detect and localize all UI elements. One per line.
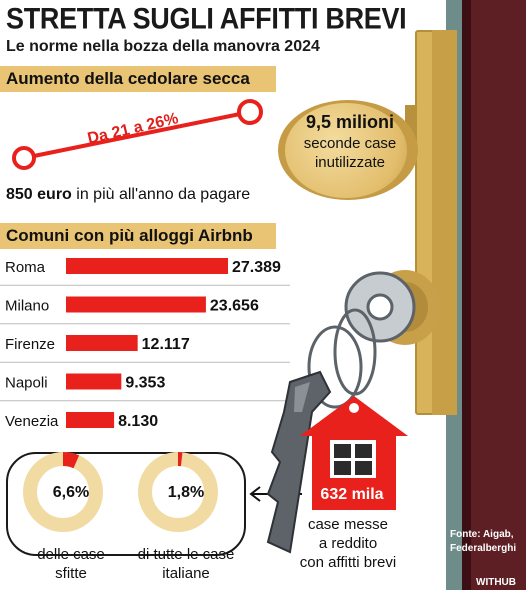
- donut-segment: [23, 452, 103, 532]
- empty-homes-label-line2: sfitte: [55, 565, 87, 582]
- vacancy-donuts: [23, 452, 218, 532]
- source-line2: Federalberghi: [450, 543, 517, 554]
- category-label: Firenze: [5, 336, 55, 353]
- bar: [66, 258, 228, 274]
- door-panel: [470, 0, 526, 590]
- extra-cost-line: 850 euro in più all'anno da pagare: [6, 186, 250, 204]
- airbnb-cities-chart: Roma 27.389 Milano 23.656 Firenze 12.117 Napol…: [0, 258, 290, 430]
- all-homes-share-label: di tutte le case italiane: [131, 545, 241, 583]
- bar: [66, 296, 206, 313]
- key-ring-icon: [307, 308, 377, 409]
- key-icon: [266, 370, 332, 554]
- bar: [66, 373, 122, 390]
- all-homes-label-line1: di tutte le case: [137, 546, 235, 563]
- rate-start-marker: [12, 146, 36, 170]
- category-label: Roma: [5, 259, 46, 276]
- value-label: 12.117: [142, 336, 190, 353]
- all-homes-label-line2: italiane: [162, 565, 210, 582]
- bar: [66, 335, 138, 351]
- short-rentals-label-line1: case messe: [307, 516, 389, 533]
- source-note: Fonte: Aigab, Federalberghi: [450, 528, 526, 556]
- lock-plate-shade: [432, 30, 457, 415]
- door-knob: [285, 103, 407, 198]
- all-homes-share-value: 1,8%: [167, 484, 205, 501]
- source-line1: Fonte: Aigab,: [450, 529, 514, 540]
- extra-cost-amount: 850 euro: [6, 186, 72, 203]
- vacancy-stats-box: [6, 452, 246, 556]
- empty-homes-label-line1: delle case: [37, 546, 105, 563]
- key-bow-icon: [344, 271, 416, 343]
- rate-increase-line: [28, 111, 246, 159]
- rate-increase-graphic: [12, 99, 263, 170]
- page-subtitle: Le norme nella bozza della manovra 2024: [6, 38, 320, 55]
- door-edge: [462, 0, 471, 590]
- empty-homes-share-label: delle case sfitte: [16, 545, 126, 583]
- rate-end-marker: [237, 99, 263, 125]
- page-title: STRETTA SUGLI AFFITTI BREVI: [6, 2, 407, 35]
- category-label: Venezia: [5, 413, 59, 430]
- short-rentals-label-line2: a reddito: [318, 535, 378, 552]
- short-rentals-value: 632 mila: [320, 486, 384, 503]
- brand-logo: WITHUB: [476, 577, 516, 588]
- donut-segment: [138, 452, 218, 532]
- extra-cost-text: in più all'anno da pagare: [76, 186, 251, 203]
- value-label: 23.656: [210, 298, 259, 315]
- cities-section-heading: Comuni con più alloggi Airbnb: [0, 223, 276, 249]
- tax-section-heading: Aumento della cedolare secca: [0, 66, 276, 92]
- bar: [66, 412, 115, 428]
- second-homes-label-line2: inutilizzate: [314, 154, 386, 171]
- empty-homes-share-value: 6,6%: [52, 484, 90, 501]
- short-rentals-label-line3: con affitti brevi: [299, 554, 397, 571]
- short-rentals-label: case messe a reddito con affitti brevi: [288, 515, 408, 572]
- category-label: Napoli: [5, 375, 48, 392]
- value-label: 9.353: [125, 375, 165, 392]
- second-homes-label-line1: seconde case: [303, 135, 397, 152]
- second-homes-value: 9,5 milioni: [305, 112, 395, 132]
- value-label: 8.130: [118, 413, 158, 430]
- category-label: Milano: [5, 298, 49, 315]
- keys-illustration: [266, 271, 416, 554]
- value-label: 27.389: [232, 259, 281, 276]
- house-icon: [300, 396, 408, 510]
